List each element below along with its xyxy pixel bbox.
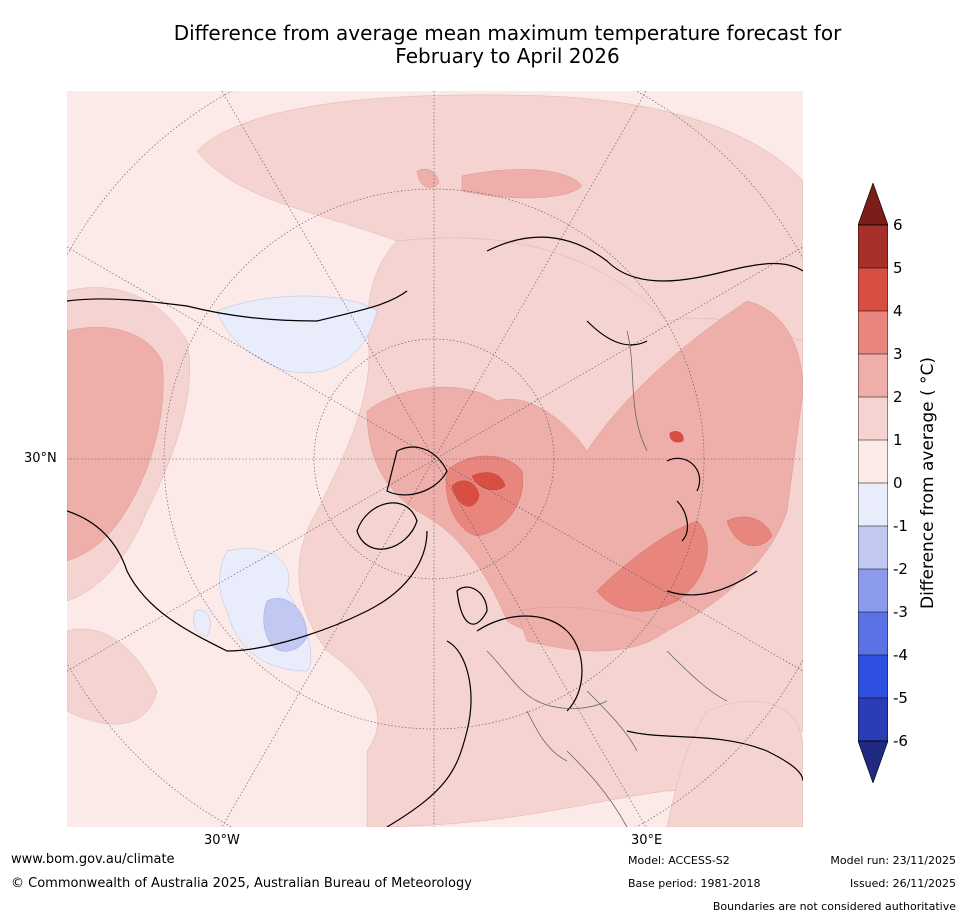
map-title: Difference from average mean maximum tem… xyxy=(60,22,955,68)
colorbar-tick-1: 1 xyxy=(893,431,903,449)
base-period-info: Base period: 1981-2018 xyxy=(628,877,761,890)
colorbar-swatch-minus-3-minus-2 xyxy=(858,569,888,612)
colorbar xyxy=(857,182,889,784)
colorbar-tick-minus-2: -2 xyxy=(893,560,908,578)
colorbar-tick-minus-1: -1 xyxy=(893,517,908,535)
copyright-text: © Commonwealth of Australia 2025, Austra… xyxy=(11,876,472,891)
title-line-1: Difference from average mean maximum tem… xyxy=(173,21,842,45)
colorbar-tick-3: 3 xyxy=(893,345,903,363)
colorbar-tick-minus-3: -3 xyxy=(893,603,908,621)
country-borders xyxy=(486,330,728,827)
colorbar-label: Difference from average ( °C) xyxy=(918,356,938,610)
colorbar-swatch-4-5 xyxy=(858,268,888,311)
colorbar-tick-4: 4 xyxy=(893,302,903,320)
coastlines xyxy=(67,236,803,827)
colorbar-extend-bottom xyxy=(857,740,889,784)
website-link[interactable]: www.bom.gov.au/climate xyxy=(11,852,175,867)
issued-info: Issued: 26/11/2025 xyxy=(849,877,956,890)
colorbar-tick-minus-5: -5 xyxy=(893,689,908,707)
colorbar-tick-0: 0 xyxy=(893,474,903,492)
forecast-map xyxy=(67,91,803,827)
colorbar-extend-top xyxy=(857,182,889,226)
anomaly-region-3-4 xyxy=(445,455,773,612)
anomaly-region-4-5 xyxy=(451,431,684,507)
colorbar-swatch-5-6 xyxy=(858,225,888,268)
colorbar-swatch-minus-6-minus-5 xyxy=(858,698,888,741)
colorbar-swatch-minus-5-minus-4 xyxy=(858,655,888,698)
colorbar-tick-2: 2 xyxy=(893,388,903,406)
colorbar-tick-minus-4: -4 xyxy=(893,646,908,664)
colorbar-swatch-2-3 xyxy=(858,354,888,397)
longitude-label-30e: 30°E xyxy=(631,833,663,848)
colorbar-swatch-minus-1-0 xyxy=(858,483,888,526)
colorbar-tick-6: 6 xyxy=(893,216,903,234)
colorbar-swatch-3-4 xyxy=(858,311,888,354)
model-run-info: Model run: 23/11/2025 xyxy=(830,854,956,867)
colorbar-tick-minus-6: -6 xyxy=(893,732,908,750)
title-line-2: February to April 2026 xyxy=(395,44,620,68)
colorbar-swatch-minus-2-minus-1 xyxy=(858,526,888,569)
longitude-label-30w: 30°W xyxy=(204,833,240,848)
colorbar-swatch-1-2 xyxy=(858,397,888,440)
colorbar-swatch-0-1 xyxy=(858,440,888,483)
boundaries-disclaimer: Boundaries are not considered authoritat… xyxy=(712,900,956,913)
colorbar-tick-5: 5 xyxy=(893,259,903,277)
colorbar-swatch-minus-4-minus-3 xyxy=(858,612,888,655)
model-info: Model: ACCESS-S2 xyxy=(628,854,730,867)
anomaly-region-minus-2-minus-1 xyxy=(263,598,308,652)
latitude-label-30n: 30°N xyxy=(24,451,57,466)
